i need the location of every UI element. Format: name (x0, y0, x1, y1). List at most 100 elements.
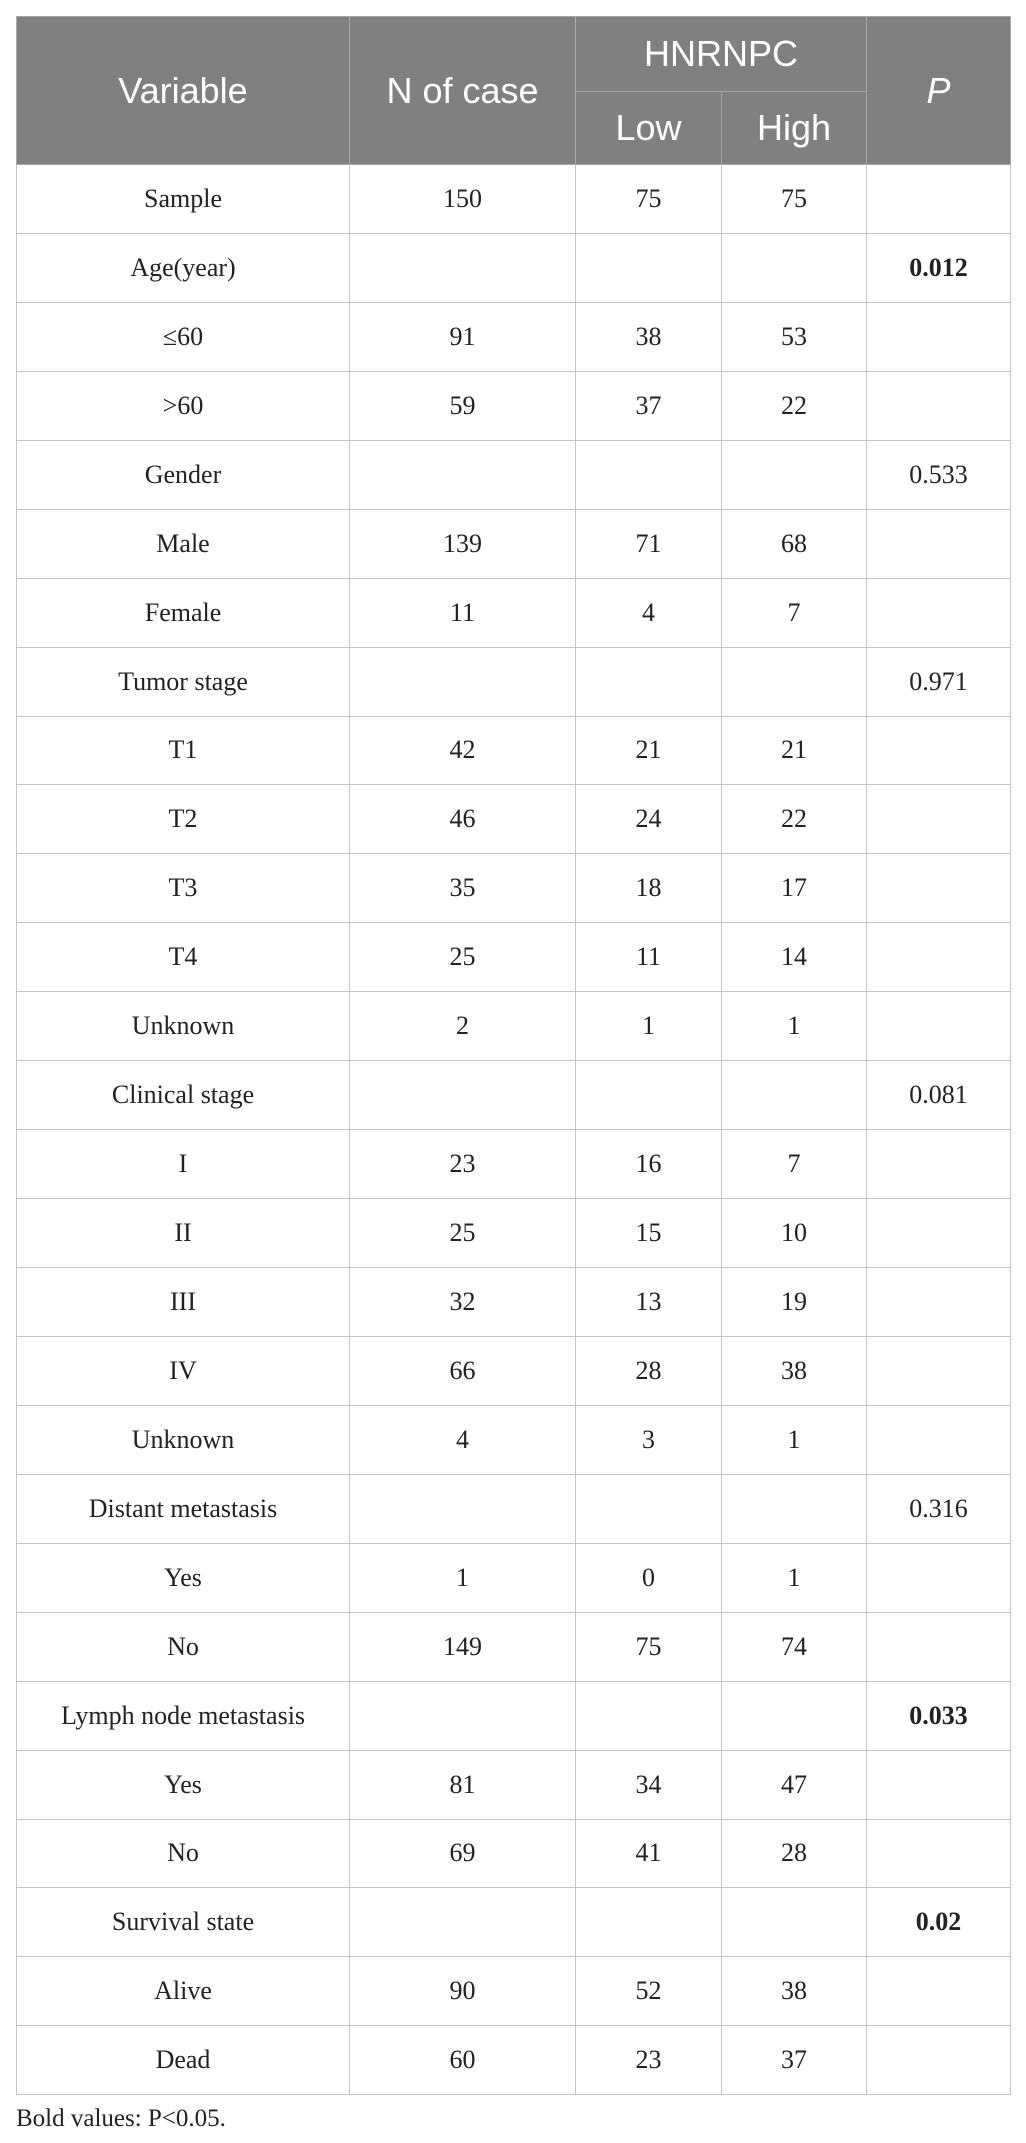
cell-p-value: 0.081 (866, 1060, 1012, 1131)
table-row: Lymph node metastasis 0.033 (16, 1680, 1012, 1751)
cell-p-value (866, 301, 1012, 372)
cell-n-of-case: 42 (349, 715, 576, 786)
header-p: P (866, 16, 1012, 165)
cell-p-value (866, 370, 1012, 441)
cell-variable: IV (16, 1335, 350, 1406)
cell-n-of-case: 69 (349, 1818, 576, 1889)
table-row: Survival state 0.02 (16, 1887, 1012, 1958)
cell-n-of-case (349, 1473, 576, 1544)
cell-variable: Age(year) (16, 232, 350, 303)
cell-high: 14 (720, 922, 868, 993)
cell-p-value (866, 577, 1012, 648)
table-header: Variable N of case HNRNPC P Low High (16, 16, 1012, 165)
cell-p-value (866, 1818, 1012, 1889)
cell-variable: Gender (16, 439, 350, 510)
cell-low: 16 (575, 1129, 722, 1200)
cell-variable: Survival state (16, 1887, 350, 1958)
cell-p-value (866, 508, 1012, 579)
cell-high: 7 (720, 1129, 868, 1200)
cell-low: 37 (575, 370, 722, 441)
cell-p-value (866, 1198, 1012, 1268)
cell-high (720, 232, 868, 303)
cell-n-of-case (349, 1060, 576, 1131)
cell-p-value (866, 2025, 1012, 2096)
cell-p-value (866, 1267, 1012, 1337)
cell-n-of-case: 91 (349, 301, 576, 372)
cell-variable: Clinical stage (16, 1060, 350, 1131)
cell-p-value (866, 1335, 1012, 1406)
cell-low: 3 (575, 1404, 722, 1475)
cell-low: 41 (575, 1818, 722, 1889)
cell-low (575, 439, 722, 510)
cell-high: 37 (720, 2025, 868, 2096)
table-row: No 69 41 28 (16, 1818, 1012, 1889)
table-row: Gender 0.533 (16, 439, 1012, 510)
cell-p-value (866, 853, 1012, 924)
table-row: Alive 90 52 38 (16, 1956, 1012, 2027)
cell-variable: T2 (16, 784, 350, 855)
cell-low (575, 232, 722, 303)
header-low: Low (575, 91, 722, 165)
table-row: >60 59 37 22 (16, 370, 1012, 441)
cell-n-of-case: 32 (349, 1267, 576, 1337)
cell-n-of-case (349, 646, 576, 717)
cell-p-value (866, 1542, 1012, 1613)
cell-variable: >60 (16, 370, 350, 441)
table-row: Yes 81 34 47 (16, 1749, 1012, 1820)
cell-high: 21 (720, 715, 868, 786)
cell-n-of-case (349, 232, 576, 303)
cell-high (720, 439, 868, 510)
cell-low: 23 (575, 2025, 722, 2096)
cell-low: 0 (575, 1542, 722, 1613)
cell-high: 1 (720, 1542, 868, 1613)
cell-p-value (866, 1129, 1012, 1200)
cell-low: 71 (575, 508, 722, 579)
cell-high: 68 (720, 508, 868, 579)
cell-variable: Female (16, 577, 350, 648)
cell-p-value: 0.533 (866, 439, 1012, 510)
cell-high (720, 1060, 868, 1131)
cell-high: 74 (720, 1611, 868, 1682)
table-row: II 25 15 10 (16, 1198, 1012, 1268)
cell-high: 53 (720, 301, 868, 372)
cell-variable: II (16, 1198, 350, 1268)
cell-low (575, 1060, 722, 1131)
cell-p-value (866, 784, 1012, 855)
cell-low: 11 (575, 922, 722, 993)
cell-high: 75 (720, 164, 868, 234)
cell-p-value (866, 922, 1012, 993)
cell-high: 1 (720, 1404, 868, 1475)
cell-low: 13 (575, 1267, 722, 1337)
cell-variable: Lymph node metastasis (16, 1680, 350, 1751)
data-table-container: Variable N of case HNRNPC P Low High Sam… (16, 16, 1012, 2096)
cell-p-value: 0.033 (866, 1680, 1012, 1751)
cell-low: 75 (575, 1611, 722, 1682)
cell-p-value: 0.02 (866, 1887, 1012, 1958)
cell-n-of-case: 66 (349, 1335, 576, 1406)
cell-high: 22 (720, 370, 868, 441)
cell-high: 10 (720, 1198, 868, 1268)
cell-low: 21 (575, 715, 722, 786)
cell-variable: Unknown (16, 991, 350, 1062)
header-row-1: Variable N of case HNRNPC P (16, 16, 1012, 165)
table-row: T3 35 18 17 (16, 853, 1012, 924)
cell-n-of-case: 150 (349, 164, 576, 234)
cell-variable: No (16, 1818, 350, 1889)
cell-low: 18 (575, 853, 722, 924)
cell-n-of-case: 149 (349, 1611, 576, 1682)
header-hnrnpc: HNRNPC (574, 16, 868, 92)
cell-low: 28 (575, 1335, 722, 1406)
table-row: Male 139 71 68 (16, 508, 1012, 579)
cell-p-value (866, 1611, 1012, 1682)
cell-variable: Dead (16, 2025, 350, 2096)
table-row: III 32 13 19 (16, 1267, 1012, 1337)
cell-low (575, 1473, 722, 1544)
cell-n-of-case: 1 (349, 1542, 576, 1613)
cell-n-of-case: 2 (349, 991, 576, 1062)
cell-variable: III (16, 1267, 350, 1337)
table-row: IV 66 28 38 (16, 1335, 1012, 1406)
table-row: Dead 60 23 37 (16, 2025, 1012, 2096)
cell-n-of-case: 23 (349, 1129, 576, 1200)
cell-variable: Sample (16, 164, 350, 234)
cell-p-value: 0.012 (866, 232, 1012, 303)
